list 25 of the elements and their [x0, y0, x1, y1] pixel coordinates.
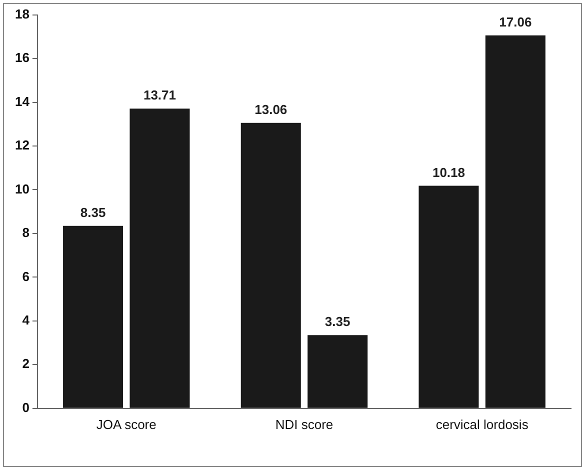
bar: [308, 335, 368, 408]
bar: [130, 108, 190, 408]
y-tick-label: 12: [14, 138, 30, 153]
data-label: 17.06: [499, 14, 532, 30]
y-tick-label: 4: [22, 312, 30, 328]
y-tick-label: 14: [14, 94, 30, 109]
y-tick-label: 8: [22, 225, 30, 240]
data-label: 13.71: [143, 88, 176, 103]
bar: [418, 186, 479, 408]
x-tick-label: JOA score: [96, 416, 156, 432]
x-tick-label: cervical lordosis: [436, 416, 529, 432]
data-label: 3.35: [324, 314, 350, 330]
data-label: 8.35: [80, 204, 106, 220]
y-tick-label: 10: [14, 181, 30, 196]
data-label: 13.06: [254, 102, 288, 117]
bar: [240, 122, 301, 408]
y-tick-label: 2: [22, 356, 30, 372]
y-tick-label: 18: [14, 6, 30, 22]
x-tick-label: NDI score: [275, 416, 334, 432]
bar: [485, 35, 546, 408]
y-tick-label: 16: [14, 50, 30, 66]
y-tick-label: 0: [22, 400, 30, 415]
y-tick-label: 6: [22, 268, 30, 284]
bar: [63, 226, 124, 408]
data-label: 10.18: [432, 164, 466, 180]
